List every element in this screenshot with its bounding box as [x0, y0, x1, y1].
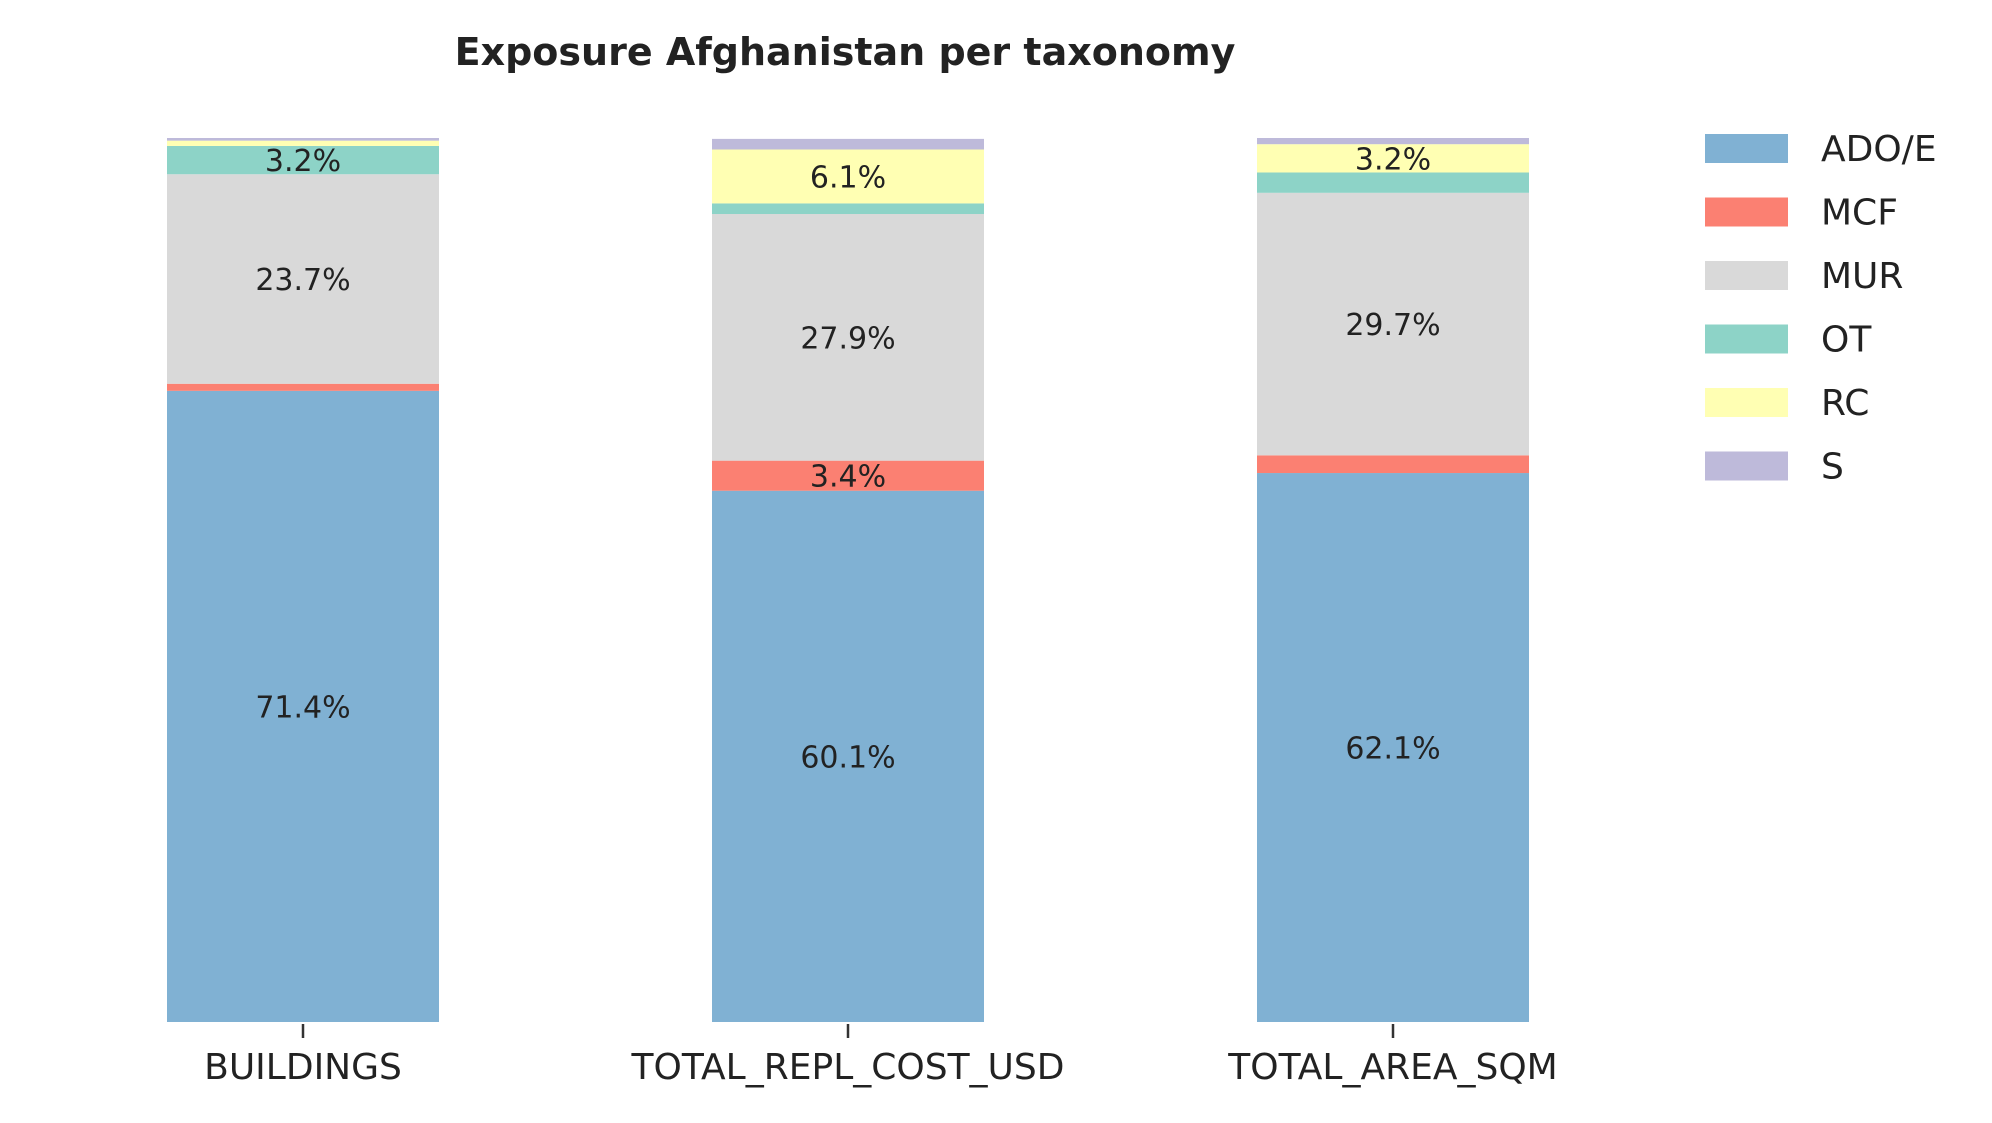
bar-segment-buildings-ot: [167, 145, 439, 175]
legend-swatch-ot: [1705, 324, 1788, 354]
legend-swatch-rc: [1705, 388, 1788, 417]
data-label-buildings-ado-e: 71.4%: [255, 690, 350, 725]
legend-label-ado-e: ADO/E: [1821, 129, 1937, 170]
bar-segment-buildings-ado-e: [167, 390, 439, 1023]
legend-label-mcf: MCF: [1821, 193, 1898, 234]
legend-label-rc: RC: [1821, 383, 1869, 424]
bar-segment-total-repl-cost-usd-rc: [712, 149, 984, 204]
legend-swatch-ado-e: [1705, 134, 1788, 163]
legend-label-s: S: [1821, 447, 1844, 488]
x-tick-label-total-repl-cost-usd: TOTAL_REPL_COST_USD: [631, 1047, 1065, 1088]
bar-segment-total-repl-cost-usd-ot: [712, 203, 984, 215]
data-label-total-area-sqm-ado-e: 62.1%: [1345, 732, 1440, 767]
x-tick-label-buildings: BUILDINGS: [204, 1047, 402, 1088]
data-label-buildings-mur: 23.7%: [255, 263, 350, 298]
bar-segment-buildings-mur: [167, 174, 439, 384]
data-label-total-repl-cost-usd-rc: 6.1%: [810, 160, 886, 195]
bar-segment-buildings-mcf: [167, 383, 439, 391]
bar-segment-total-repl-cost-usd-mur: [712, 214, 984, 461]
legend-swatch-mcf: [1705, 197, 1788, 227]
data-label-total-repl-cost-usd-mur: 27.9%: [800, 321, 895, 356]
x-tick-label-total-area-sqm: TOTAL_AREA_SQM: [1227, 1047, 1557, 1088]
bar-segment-total-area-sqm-ado-e: [1257, 473, 1529, 1022]
bar-segment-total-repl-cost-usd-ado-e: [712, 490, 984, 1022]
legend-label-ot: OT: [1821, 320, 1872, 361]
bar-segment-total-area-sqm-rc: [1257, 144, 1529, 173]
bar-segment-total-area-sqm-mur: [1257, 192, 1529, 456]
data-label-total-repl-cost-usd-ado-e: 60.1%: [800, 740, 895, 775]
data-label-total-area-sqm-mur: 29.7%: [1345, 308, 1440, 343]
legend: ADO/E MCF MUR OT RC S: [1705, 129, 1937, 488]
legend-label-mur: MUR: [1821, 256, 1903, 297]
bar-segment-total-area-sqm-ot: [1257, 172, 1529, 193]
data-label-total-area-sqm-rc: 3.2%: [1355, 142, 1431, 177]
bar-segment-total-repl-cost-usd-mcf: [712, 460, 984, 491]
legend-swatch-s: [1705, 451, 1788, 481]
bar-segment-buildings-rc: [167, 140, 439, 146]
bars-layer: [167, 138, 1529, 1023]
legend-swatch-mur: [1705, 261, 1788, 290]
segment-labels-layer: 71.4% 23.7% 3.2% 60.1% 3.4% 27.9% 6.1% 62.1% 29.…: [255, 142, 1440, 775]
bar-segment-total-area-sqm-mcf: [1257, 455, 1529, 474]
x-axis: BUILDINGS TOTAL_REPL_COST_USD TOTAL_AREA_S…: [204, 1024, 1558, 1088]
bar-segment-buildings-s: [167, 138, 439, 141]
bar-segment-total-repl-cost-usd-s: [712, 138, 984, 150]
chart-title: Exposure Afghanistan per taxonomy: [455, 30, 1236, 74]
data-label-total-repl-cost-usd-mcf: 3.4%: [810, 460, 886, 495]
bar-segment-total-area-sqm-s: [1257, 138, 1529, 145]
data-label-buildings-ot: 3.2%: [265, 144, 341, 179]
